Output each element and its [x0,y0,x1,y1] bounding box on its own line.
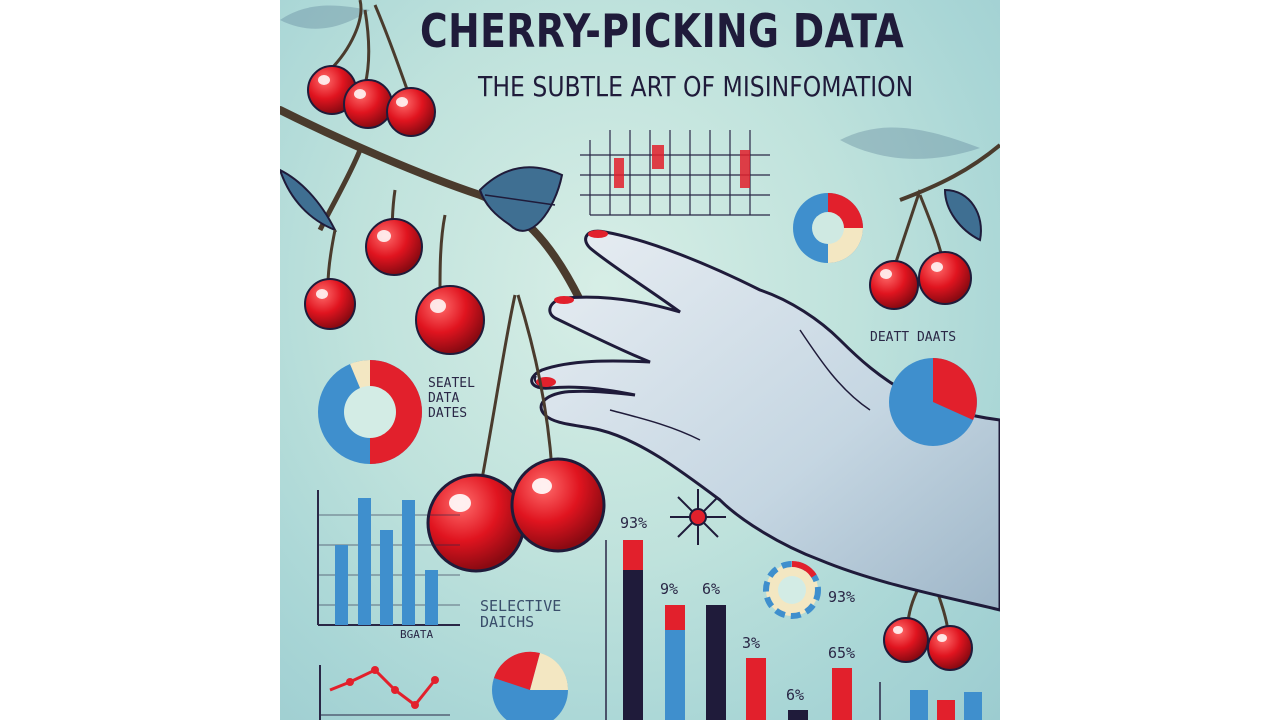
bar-caption: BGATA [400,628,434,641]
illustration [280,0,1000,720]
main-branch [280,106,584,304]
picked-cherries [426,294,606,573]
bottom-left-line-chart [319,665,450,720]
branch-cherries [304,189,485,355]
left-donut-chart [318,360,422,464]
pct-label-65: 65% [828,644,856,662]
right-cherries [869,143,1000,671]
poster-title: CHERRY-PICKING DATA [420,4,905,58]
top-grid-bars [614,145,750,188]
pct-label-93-right: 93% [828,588,856,606]
top-grid-chart [580,130,770,216]
right-top-label: DEATT DAATS [870,330,957,345]
main-bar-chart [605,540,982,720]
left-donut-label: SEATEL DATA DATES [428,376,475,421]
pct-label-3: 3% [742,634,761,652]
right-pie-chart [889,358,977,446]
bottom-left-bar-chart [317,490,460,626]
poster: CHERRY-PICKING DATA THE SUBTLE ART OF MI… [280,0,1000,720]
pct-label-6: 6% [702,580,721,598]
hand [530,229,1000,612]
top-left-cherries [307,0,436,137]
selective-label: SELECTIVE DAICHS [480,597,562,631]
pct-label-6b: 6% [786,686,805,704]
pct-label-9: 9% [660,580,679,598]
pct-label-93: 93% [620,514,648,532]
poster-subtitle: THE SUBTLE ART OF MISINFOMATION [478,70,914,103]
bottom-pie-chart [492,651,569,720]
ring-icon [763,560,821,619]
background-leaves [280,5,980,159]
burst-icon [670,489,726,545]
top-right-pie [793,193,863,263]
